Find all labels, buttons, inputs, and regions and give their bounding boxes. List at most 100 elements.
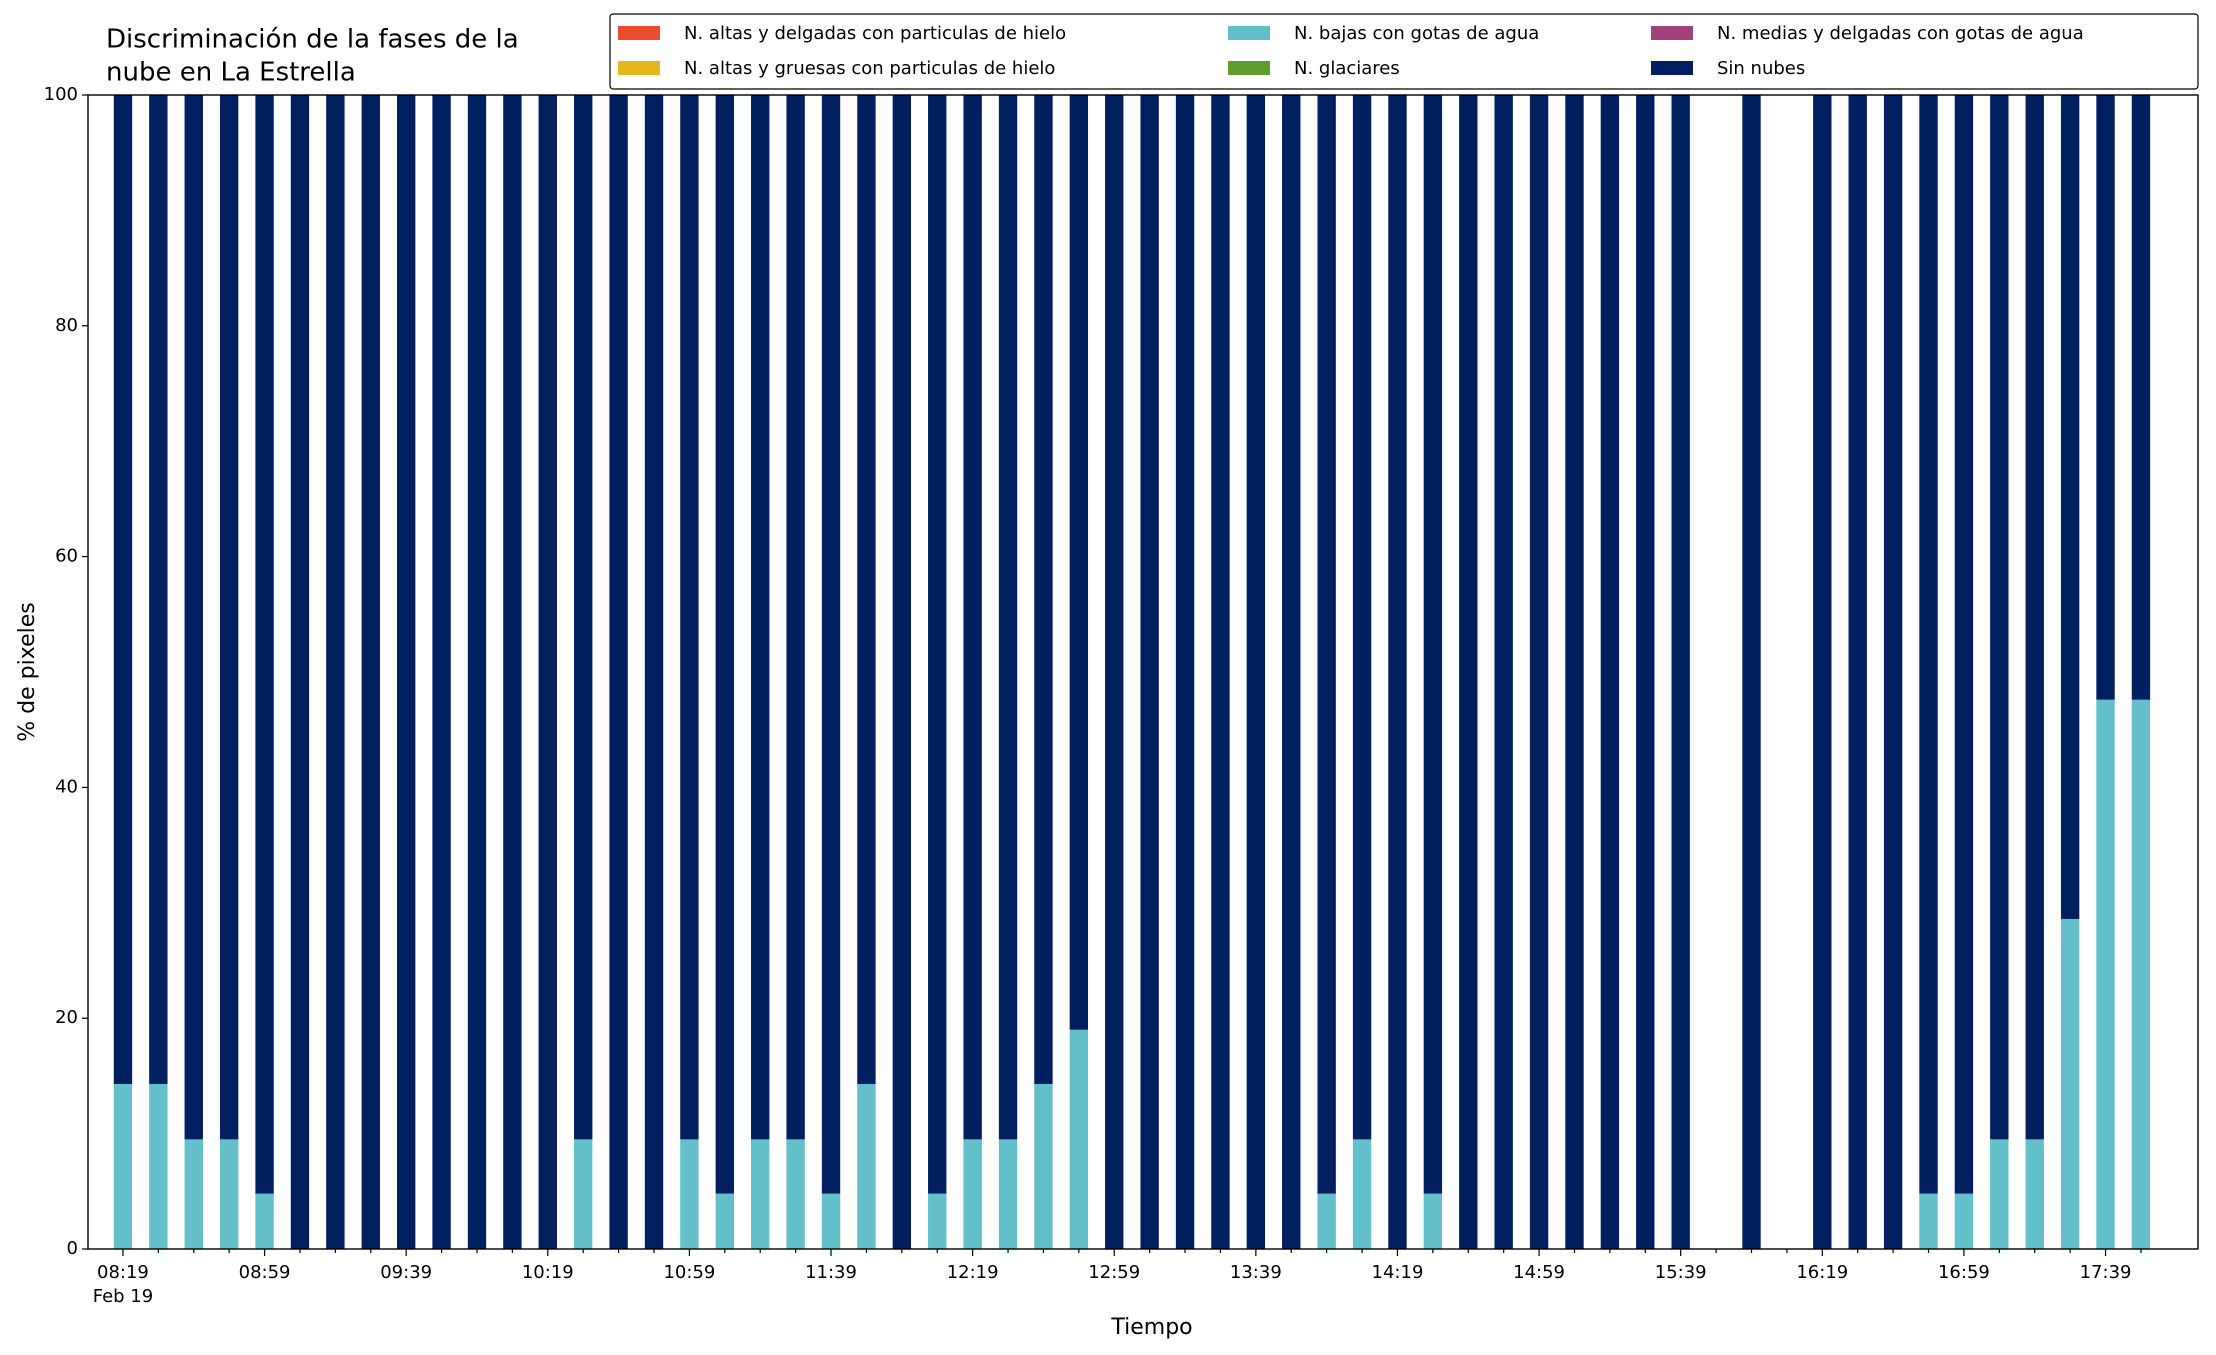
bar-segment	[1317, 1193, 1336, 1249]
bar-segment	[1848, 95, 1867, 1249]
bar-segment	[1883, 95, 1903, 1249]
bar-segment	[113, 95, 133, 1084]
bar-segment	[1246, 95, 1266, 1249]
x-date-label: Feb 19	[93, 1286, 154, 1307]
x-tick-label: 17:39	[2080, 1262, 2132, 1283]
x-tick-label: 15:39	[1655, 1262, 1707, 1283]
bar-segment	[1140, 95, 1159, 1249]
bar-segment	[892, 95, 912, 1249]
bar-segment	[751, 1139, 770, 1249]
bar-segment	[184, 95, 203, 1140]
bar-segment	[680, 95, 699, 1140]
bar-segment	[2131, 95, 2151, 700]
chart-title: nube en La Estrella	[106, 58, 356, 88]
x-tick-label: 10:19	[522, 1262, 574, 1283]
bar-segment	[1494, 95, 1513, 1249]
x-tick-label: 13:39	[1230, 1262, 1282, 1283]
bar-segment	[1954, 1193, 1974, 1249]
legend-label: N. altas y delgadas con particulas de hi…	[684, 23, 1066, 44]
bar-segment	[1069, 1029, 1089, 1249]
bar-segment	[1919, 95, 1938, 1194]
bar-segment	[1742, 95, 1761, 1249]
legend-label: N. glaciares	[1294, 58, 1400, 79]
bar-segment	[680, 1139, 699, 1249]
bar-segment	[361, 95, 380, 1249]
bar-segment	[1423, 1193, 1443, 1249]
bar-segment	[928, 1193, 947, 1249]
chart-title: Discriminación de la fases de la	[106, 25, 519, 55]
bar-segment	[1352, 1139, 1372, 1249]
legend-swatch	[1228, 26, 1270, 40]
bar-segment	[1388, 95, 1407, 1249]
bar-segment	[1636, 95, 1655, 1249]
y-tick-label: 80	[55, 315, 78, 336]
bar-segment	[644, 95, 664, 1249]
x-tick-label: 14:59	[1513, 1262, 1565, 1283]
bar-segment	[503, 95, 522, 1249]
x-tick-label: 09:39	[380, 1262, 432, 1283]
y-axis-label: % de pixeles	[15, 602, 40, 741]
bar-segment	[1919, 1193, 1938, 1249]
bar-segment	[467, 95, 487, 1249]
bar-segment	[1954, 95, 1974, 1194]
x-tick-label: 08:59	[239, 1262, 291, 1283]
bar-segment	[786, 1139, 805, 1249]
x-tick-label: 12:19	[947, 1262, 999, 1283]
legend-label: N. medias y delgadas con gotas de agua	[1717, 23, 2084, 44]
bar-segment	[857, 1083, 876, 1249]
bar-segment	[1813, 95, 1832, 1249]
bar-segment	[821, 95, 841, 1194]
bar-segment	[2060, 918, 2080, 1249]
bar-segment	[998, 1139, 1018, 1249]
bar-segment	[149, 95, 168, 1084]
bar-segment	[219, 95, 239, 1140]
legend-swatch	[1651, 26, 1693, 40]
bar-segment	[715, 1193, 734, 1249]
bar-segment	[1069, 95, 1089, 1030]
legend-label: Sin nubes	[1717, 58, 1805, 79]
legend-swatch	[1651, 61, 1693, 75]
bar-segment	[396, 95, 416, 1249]
bar-segment	[1565, 95, 1584, 1249]
y-tick-label: 100	[44, 84, 78, 105]
bar-segment	[715, 95, 734, 1194]
bar-segment	[219, 1139, 239, 1249]
bar-segment	[1211, 95, 1230, 1249]
bar-segment	[1990, 1139, 2009, 1249]
y-tick-label: 40	[55, 776, 78, 797]
bar-segment	[1600, 95, 1620, 1249]
x-axis-label: Tiempo	[1110, 1315, 1192, 1340]
y-tick-label: 60	[55, 546, 78, 567]
bar-segment	[998, 95, 1018, 1140]
bar-segment	[1529, 95, 1549, 1249]
legend-label: N. bajas con gotas de agua	[1294, 23, 1539, 44]
bar-segment	[2025, 95, 2044, 1140]
bar-segment	[2096, 95, 2115, 700]
bar-segment	[2025, 1139, 2044, 1249]
bar-segment	[1671, 95, 1690, 1249]
bar-segment	[963, 1139, 982, 1249]
bar-segment	[857, 95, 876, 1084]
bar-segment	[1282, 95, 1301, 1249]
bar-segment	[2060, 95, 2080, 919]
bar-segment	[1034, 1083, 1053, 1249]
bar-segment	[1352, 95, 1372, 1140]
bar-segment	[1105, 95, 1124, 1249]
bar-segment	[574, 1139, 593, 1249]
x-tick-label: 14:19	[1372, 1262, 1424, 1283]
legend-box	[609, 13, 2199, 90]
x-tick-label: 10:59	[663, 1262, 715, 1283]
bar-segment	[963, 95, 982, 1140]
bar-segment	[255, 95, 274, 1194]
y-tick-label: 20	[55, 1007, 78, 1028]
bar-segment	[1990, 95, 2009, 1140]
bar-segment	[326, 95, 345, 1249]
legend-swatch	[618, 61, 660, 75]
bar-segment	[290, 95, 310, 1249]
x-tick-label: 16:59	[1938, 1262, 1990, 1283]
bar-segment	[786, 95, 805, 1140]
bar-segment	[928, 95, 947, 1194]
x-tick-label: 16:19	[1796, 1262, 1848, 1283]
bar-segment	[1034, 95, 1053, 1084]
